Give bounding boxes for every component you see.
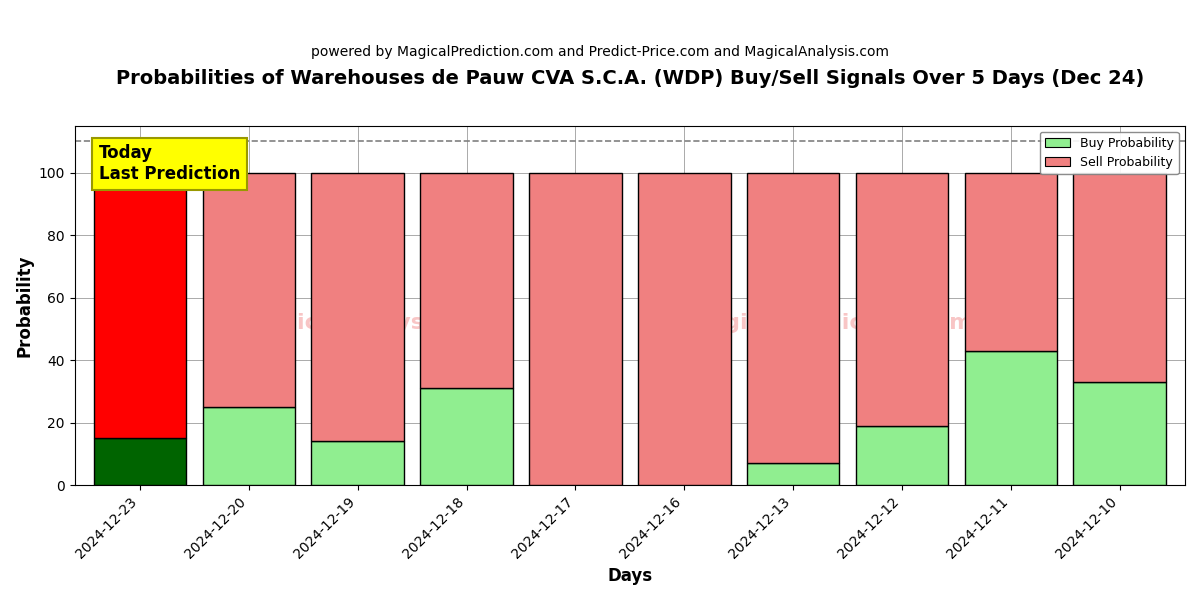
Bar [856,426,948,485]
Bar [420,173,512,388]
Legend: Buy Probability, Sell Probability: Buy Probability, Sell Probability [1040,132,1178,174]
Text: powered by MagicalPrediction.com and Predict-Price.com and MagicalAnalysis.com: powered by MagicalPrediction.com and Pre… [311,45,889,59]
Text: MagicalPrediction.com: MagicalPrediction.com [688,313,972,334]
Bar [94,438,186,485]
Title: Probabilities of Warehouses de Pauw CVA S.C.A. (WDP) Buy/Sell Signals Over 5 Day: Probabilities of Warehouses de Pauw CVA … [115,69,1144,88]
Bar [312,173,404,442]
Bar [965,351,1057,485]
Text: Today
Last Prediction: Today Last Prediction [100,145,240,183]
Bar [94,173,186,438]
Bar [746,173,839,463]
Bar [420,388,512,485]
Bar [965,173,1057,351]
X-axis label: Days: Days [607,567,653,585]
Bar [529,173,622,485]
Y-axis label: Probability: Probability [16,254,34,356]
Bar [746,463,839,485]
Bar [203,173,295,407]
Text: MagicalAnalysis.com: MagicalAnalysis.com [244,313,505,334]
Bar [312,442,404,485]
Bar [1074,173,1166,382]
Bar [1074,382,1166,485]
Bar [203,407,295,485]
Bar [638,173,731,485]
Bar [856,173,948,426]
